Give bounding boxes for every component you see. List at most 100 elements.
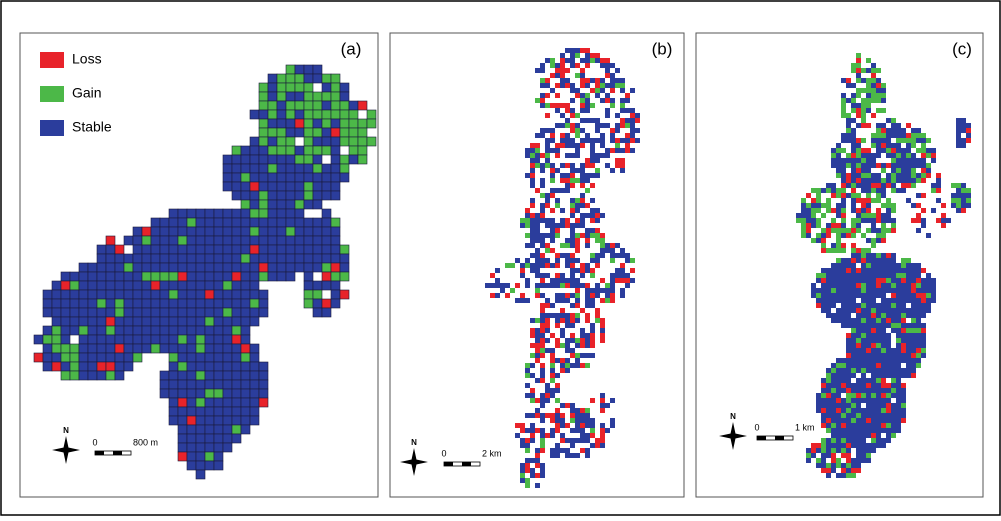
map-cell [615, 123, 620, 128]
map-cell [322, 191, 331, 200]
map-cell [610, 253, 615, 258]
map-cell [871, 273, 876, 278]
map-cell [836, 263, 841, 268]
map-cell [205, 326, 214, 335]
map-cell [861, 263, 866, 268]
map-cell [896, 173, 901, 178]
map-cell [124, 236, 133, 245]
map-cell [876, 348, 881, 353]
map-cell [304, 83, 313, 92]
map-cell [520, 273, 525, 278]
map-cell [115, 317, 124, 326]
map-cell [876, 308, 881, 313]
map-cell [906, 368, 911, 373]
map-cell [535, 398, 540, 403]
map-cell [866, 303, 871, 308]
map-cell [565, 338, 570, 343]
map-cell [70, 290, 79, 299]
map-cell [841, 388, 846, 393]
map-cell [876, 153, 881, 158]
map-cell [856, 143, 861, 148]
map-cell [896, 408, 901, 413]
map-cell [836, 398, 841, 403]
map-cell [575, 408, 580, 413]
map-cell [881, 418, 886, 423]
map-cell [313, 119, 322, 128]
map-cell [831, 188, 836, 193]
map-cell [340, 155, 349, 164]
map-cell [540, 263, 545, 268]
map-cell [196, 209, 205, 218]
map-cell [585, 413, 590, 418]
map-cell [530, 178, 535, 183]
map-cell [801, 218, 806, 223]
map-cell [856, 358, 861, 363]
map-cell [570, 63, 575, 68]
map-cell [560, 423, 565, 428]
map-cell [846, 433, 851, 438]
map-cell [322, 209, 331, 218]
map-cell [856, 468, 861, 473]
map-cell [846, 473, 851, 478]
map-cell [836, 258, 841, 263]
map-cell [277, 164, 286, 173]
map-cell [565, 83, 570, 88]
map-cell [841, 173, 846, 178]
map-cell [841, 258, 846, 263]
map-cell [525, 213, 530, 218]
map-cell [871, 198, 876, 203]
map-cell [560, 208, 565, 213]
map-cell [520, 423, 525, 428]
map-cell [891, 168, 896, 173]
map-cell [70, 308, 79, 317]
map-cell [876, 293, 881, 298]
map-cell [831, 393, 836, 398]
map-cell [530, 233, 535, 238]
map-cell [876, 318, 881, 323]
map-cell [911, 368, 916, 373]
map-cell [961, 208, 966, 213]
map-cell [43, 308, 52, 317]
map-cell [322, 236, 331, 245]
map-cell [530, 328, 535, 333]
map-cell [866, 158, 871, 163]
map-cell [876, 178, 881, 183]
map-cell [911, 313, 916, 318]
map-cell [911, 263, 916, 268]
map-cell [268, 227, 277, 236]
map-cell [133, 308, 142, 317]
map-cell [295, 74, 304, 83]
map-cell [886, 148, 891, 153]
map-cell [570, 253, 575, 258]
map-cell [871, 383, 876, 388]
map-cell [876, 108, 881, 113]
map-cell [866, 123, 871, 128]
map-cell [821, 413, 826, 418]
map-cell [304, 263, 313, 272]
map-cell [540, 393, 545, 398]
map-cell [871, 433, 876, 438]
map-cell [901, 318, 906, 323]
map-cell [846, 183, 851, 188]
map-cell [575, 363, 580, 368]
map-cell [801, 208, 806, 213]
map-cell [871, 238, 876, 243]
map-cell [43, 353, 52, 362]
map-cell [876, 373, 881, 378]
map-cell [223, 272, 232, 281]
map-cell [575, 153, 580, 158]
map-cell [178, 371, 187, 380]
map-cell [881, 438, 886, 443]
map-cell [585, 133, 590, 138]
map-cell [605, 243, 610, 248]
map-cell [295, 110, 304, 119]
map-cell [259, 110, 268, 119]
map-cell [295, 254, 304, 263]
map-cell [861, 413, 866, 418]
map-cell [535, 273, 540, 278]
map-cell [169, 299, 178, 308]
map-cell [530, 143, 535, 148]
map-cell [565, 108, 570, 113]
map-cell [525, 393, 530, 398]
map-cell [876, 133, 881, 138]
